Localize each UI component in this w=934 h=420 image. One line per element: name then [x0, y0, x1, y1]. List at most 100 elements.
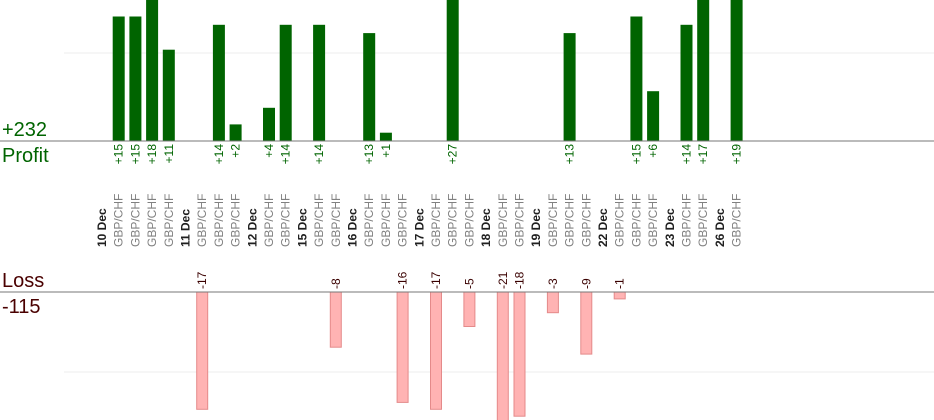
profit-bar — [146, 0, 159, 141]
pair-label: GBP/CHF — [379, 194, 393, 247]
pair-label: GBP/CHF — [162, 194, 176, 247]
profit-value-label: +14 — [279, 144, 293, 165]
profit-value-label: +15 — [112, 144, 126, 165]
date-label: 11 Dec — [179, 209, 193, 247]
profit-value-label: +11 — [162, 144, 176, 164]
loss-value-label: -16 — [396, 271, 410, 289]
pair-label: GBP/CHF — [195, 194, 209, 247]
pair-label: GBP/CHF — [128, 194, 142, 247]
pair-label: GBP/CHF — [429, 194, 443, 247]
loss-bar — [580, 291, 593, 355]
profit-label: Profit — [2, 145, 49, 167]
pair-label: GBP/CHF — [680, 194, 694, 247]
loss-bar — [513, 291, 526, 417]
date-label: 17 Dec — [412, 208, 426, 247]
date-label: 12 Dec — [245, 208, 259, 247]
loss-bar — [430, 291, 442, 410]
date-label: 19 Dec — [529, 208, 543, 247]
loss-total: -115 — [2, 296, 41, 318]
profit-bar — [112, 16, 125, 141]
profit-value-label: +27 — [446, 144, 460, 165]
date-label: 22 Dec — [596, 208, 610, 247]
profit-bar — [263, 107, 275, 141]
profit-value-label: +14 — [212, 144, 226, 165]
profit-bar — [446, 0, 459, 142]
pair-label: GBP/CHF — [579, 194, 593, 247]
pair-label: GBP/CHF — [362, 194, 376, 247]
profit-bar — [647, 91, 660, 141]
profit-bar — [563, 33, 576, 141]
profit-value-label: +17 — [696, 144, 710, 165]
pair-label: GBP/CHF — [446, 194, 460, 247]
loss-bar — [613, 291, 626, 300]
loss-value-label: -1 — [613, 278, 627, 289]
pair-label: GBP/CHF — [212, 194, 226, 247]
profit-value-label: +19 — [730, 144, 744, 165]
loss-value-label: -9 — [579, 278, 593, 289]
pair-label: GBP/CHF — [462, 194, 476, 247]
loss-bar — [329, 291, 342, 348]
profit-bar — [697, 0, 710, 142]
pair-label: GBP/CHF — [513, 194, 527, 247]
pair-label: GBP/CHF — [262, 194, 276, 247]
loss-bar — [396, 291, 409, 403]
profit-bar — [730, 0, 743, 141]
profit-value-label: +4 — [262, 144, 276, 158]
loss-bar — [546, 291, 559, 314]
profit-bar — [129, 16, 142, 141]
pair-label: GBP/CHF — [629, 194, 643, 247]
pair-label: GBP/CHF — [279, 194, 293, 247]
pair-label: GBP/CHF — [696, 194, 710, 247]
profit-bar — [379, 132, 392, 141]
loss-value-label: -18 — [513, 271, 527, 289]
profit-bar — [212, 24, 225, 141]
pair-label: GBP/CHF — [496, 194, 510, 247]
date-label: 23 Dec — [663, 208, 677, 247]
profit-bar — [162, 49, 175, 142]
profit-value-label: +18 — [145, 144, 159, 165]
profit-bar — [229, 124, 242, 141]
profit-value-label: +14 — [312, 144, 326, 165]
loss-value-label: -5 — [462, 278, 476, 289]
loss-bar — [463, 291, 476, 327]
pair-label: GBP/CHF — [646, 194, 660, 247]
date-label: 18 Dec — [479, 208, 493, 247]
loss-value-label: -17 — [195, 271, 209, 289]
pair-label: GBP/CHF — [563, 194, 577, 247]
date-label: 10 Dec — [95, 208, 109, 247]
loss-value-label: -8 — [329, 278, 343, 289]
pair-label: GBP/CHF — [396, 194, 410, 247]
profit-value-label: +1 — [379, 144, 393, 158]
pair-label: GBP/CHF — [546, 194, 560, 247]
pair-label: GBP/CHF — [312, 194, 326, 247]
profit-value-label: +13 — [563, 144, 577, 165]
profit-value-label: +15 — [629, 144, 643, 165]
pair-label: GBP/CHF — [329, 194, 343, 247]
loss-value-label: -17 — [429, 271, 443, 289]
pair-label: GBP/CHF — [229, 194, 243, 247]
pair-label: GBP/CHF — [112, 194, 126, 247]
profit-bar — [313, 24, 326, 141]
pair-label: GBP/CHF — [145, 194, 159, 247]
profit-value-label: +14 — [680, 144, 694, 165]
profit-total: +232 — [2, 119, 48, 141]
profit-bar — [630, 16, 643, 141]
profit-value-label: +13 — [362, 144, 376, 165]
date-label: 16 Dec — [346, 208, 360, 247]
profit-value-label: +15 — [128, 144, 142, 165]
profit-bar — [363, 33, 376, 141]
loss-bar — [196, 291, 209, 410]
loss-value-label: -3 — [546, 278, 560, 289]
loss-bar — [496, 291, 509, 420]
profit-value-label: +2 — [229, 144, 243, 158]
pair-label: GBP/CHF — [730, 194, 744, 247]
loss-label: Loss — [2, 270, 45, 292]
date-label: 15 Dec — [295, 208, 309, 247]
profit-value-label: +6 — [646, 144, 660, 158]
loss-value-label: -21 — [496, 271, 510, 289]
date-label: 26 Dec — [713, 208, 727, 247]
profit-bar — [279, 24, 292, 141]
pair-label: GBP/CHF — [613, 194, 627, 247]
profit-bar — [680, 24, 693, 141]
